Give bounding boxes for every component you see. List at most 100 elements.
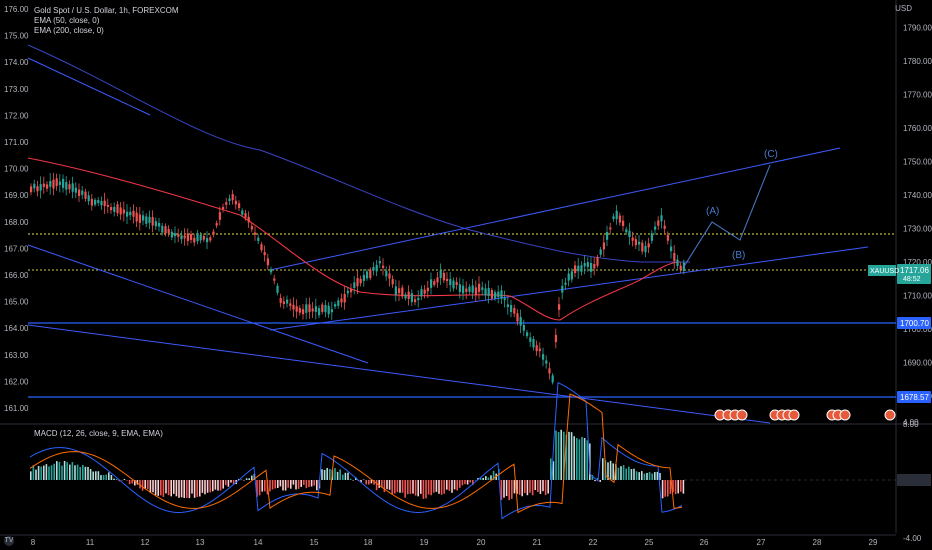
macd-histogram-bar xyxy=(115,478,118,480)
macd-histogram-bar xyxy=(165,480,167,494)
candle-body xyxy=(78,189,81,197)
candle-body xyxy=(298,308,301,313)
macd-histogram-bar xyxy=(487,477,490,480)
macd-histogram-bar xyxy=(386,480,388,490)
right-axis-label: 1730.00 xyxy=(903,225,932,234)
economic-event-flag-icon xyxy=(788,409,800,421)
candle-body xyxy=(103,200,106,207)
candle-body xyxy=(410,293,413,303)
candle-body xyxy=(503,298,506,301)
candle-body xyxy=(676,259,679,266)
macd-histogram-bar xyxy=(531,480,534,496)
candle-body xyxy=(663,225,666,229)
macd-histogram-bar xyxy=(162,480,165,497)
macd-histogram-bar xyxy=(84,466,87,480)
ema50-legend[interactable]: EMA (50, close, 0) xyxy=(34,16,100,25)
macd-histogram-bar xyxy=(430,480,432,496)
candle-body xyxy=(362,274,365,281)
macd-histogram-bar xyxy=(461,480,464,486)
macd-histogram-bar xyxy=(433,480,435,493)
candle-body xyxy=(382,265,385,268)
ema200-legend[interactable]: EMA (200, close, 0) xyxy=(34,26,104,35)
right-axis-label: 1720.00 xyxy=(903,258,932,267)
left-axis-label: 176.00 xyxy=(4,5,29,14)
macd-histogram-bar xyxy=(526,480,529,496)
macd-histogram-bar xyxy=(365,480,367,485)
candle-body xyxy=(564,282,567,285)
price-tag-1700-bg xyxy=(897,317,931,329)
candle-body xyxy=(286,299,289,304)
macd-histogram-bar xyxy=(511,480,513,499)
candle-body xyxy=(606,232,609,240)
candle-body xyxy=(612,216,615,219)
macd-histogram-bar xyxy=(368,480,370,485)
candle-body xyxy=(497,291,500,298)
candle-body xyxy=(74,187,77,193)
tv-logo[interactable]: TV xyxy=(4,536,14,546)
macd-histogram-bar xyxy=(191,480,193,494)
macd-histogram-bar xyxy=(180,480,183,498)
macd-legend[interactable]: MACD (12, 26, close, 9, EMA, EMA) xyxy=(34,429,163,438)
candle-body xyxy=(529,337,532,342)
macd-histogram-bar xyxy=(407,480,409,495)
macd-histogram-bar xyxy=(607,462,609,480)
macd-histogram-bar xyxy=(586,440,588,480)
x-axis-label: 25 xyxy=(645,538,654,547)
macd-histogram-bar xyxy=(399,480,401,493)
macd-histogram-bar xyxy=(404,480,406,498)
price-tag-1678: 1678.57 xyxy=(900,393,929,402)
left-axis-label: 166.00 xyxy=(4,271,29,280)
macd-histogram-bar xyxy=(199,480,201,497)
candle-body xyxy=(532,339,535,348)
candle-body xyxy=(401,287,404,297)
candle-body xyxy=(215,223,218,226)
macd-histogram-bar xyxy=(196,480,198,497)
macd-histogram-bar xyxy=(206,480,209,493)
candle-body xyxy=(494,292,497,299)
candle-body xyxy=(554,334,557,343)
macd-histogram-bar xyxy=(641,471,643,480)
candle-body xyxy=(282,301,285,304)
candle-body xyxy=(657,220,660,226)
macd-histogram-bar xyxy=(534,480,536,491)
left-axis-label: 164.00 xyxy=(4,324,29,333)
macd-histogram-bar xyxy=(427,480,430,495)
candle-body xyxy=(439,270,442,279)
macd-histogram-bar xyxy=(149,480,152,493)
ema50-line xyxy=(27,157,681,321)
candle-body xyxy=(145,216,148,224)
macd-histogram-bar xyxy=(524,480,526,494)
macd-histogram-bar xyxy=(212,480,214,492)
candle-body xyxy=(321,304,324,313)
macd-histogram-bar xyxy=(170,480,172,497)
candle-body xyxy=(318,308,321,316)
macd-histogram-bar xyxy=(474,479,477,481)
macd-histogram-bar xyxy=(105,474,107,480)
candle-body xyxy=(116,204,119,214)
symbol-title[interactable]: Gold Spot / U.S. Dollar, 1h, FOREXCOM xyxy=(34,6,179,15)
macd-histogram-bar xyxy=(459,480,461,488)
macd-histogram-bar xyxy=(570,432,573,480)
x-axis-label: 15 xyxy=(310,538,319,547)
macd-histogram-bar xyxy=(370,480,373,484)
candle-body xyxy=(465,288,468,292)
candle-body xyxy=(609,227,612,230)
macd-histogram-bar xyxy=(193,480,196,498)
macd-histogram-bar xyxy=(568,431,570,480)
left-axis-label: 170.00 xyxy=(4,165,29,174)
macd-histogram-bar xyxy=(175,480,178,497)
macd-histogram-bar xyxy=(79,466,81,480)
macd-histogram-bar xyxy=(443,480,445,494)
macd-histogram-bar xyxy=(388,480,391,490)
candle-body xyxy=(446,278,449,282)
macd-histogram-bar xyxy=(295,480,297,490)
candle-body xyxy=(62,178,65,188)
macd-histogram-bar xyxy=(638,472,640,480)
candle-body xyxy=(196,233,199,242)
candle-body xyxy=(350,288,353,293)
macd-histogram-bar xyxy=(565,434,568,480)
left-axis-label: 175.00 xyxy=(4,32,29,41)
candle-body xyxy=(94,199,97,205)
candle-body xyxy=(474,287,477,295)
